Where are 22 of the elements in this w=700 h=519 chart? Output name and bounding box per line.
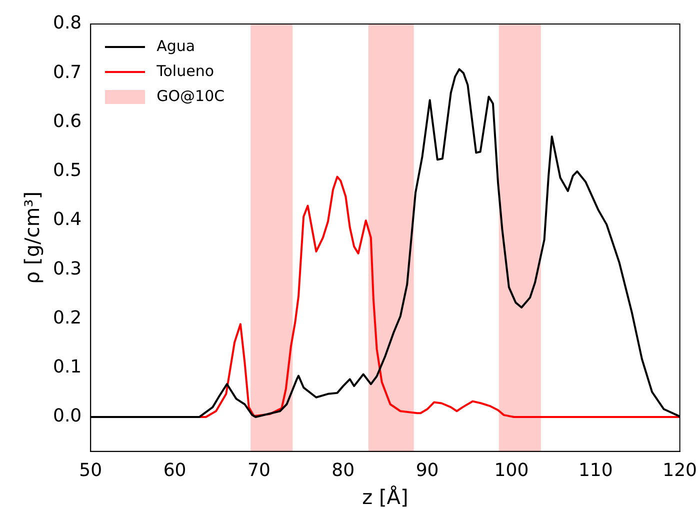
- x-tick-label: 80: [332, 460, 355, 481]
- x-tick-label: 100: [494, 460, 529, 481]
- legend-label: Tolueno: [156, 61, 214, 82]
- x-tick-label: 50: [79, 460, 102, 481]
- x-tick-label: 60: [163, 460, 186, 481]
- y-tick-label: 0.5: [52, 160, 82, 182]
- x-tick-label: 70: [248, 460, 270, 481]
- y-tick-label: 0.1: [52, 356, 82, 378]
- x-axis-title: z [Å]: [362, 485, 408, 510]
- band-label: GO@10C: [156, 86, 225, 107]
- y-tick-label: 0.6: [52, 110, 82, 132]
- x-tick-label: 90: [416, 460, 439, 481]
- x-tick-label: 110: [578, 460, 613, 481]
- y-tick-label: 0.0: [52, 406, 82, 427]
- y-tick-label: 0.7: [52, 62, 82, 83]
- legend-label: Agua: [156, 36, 196, 57]
- x-tick-label: 120: [662, 460, 697, 481]
- y-tick-label: 0.8: [52, 12, 82, 34]
- y-tick-label: 0.4: [52, 209, 82, 230]
- y-axis-title: ρ [g/cm³]: [20, 191, 44, 284]
- y-tick-label: 0.2: [52, 307, 82, 328]
- y-tick-label: 0.3: [52, 258, 82, 280]
